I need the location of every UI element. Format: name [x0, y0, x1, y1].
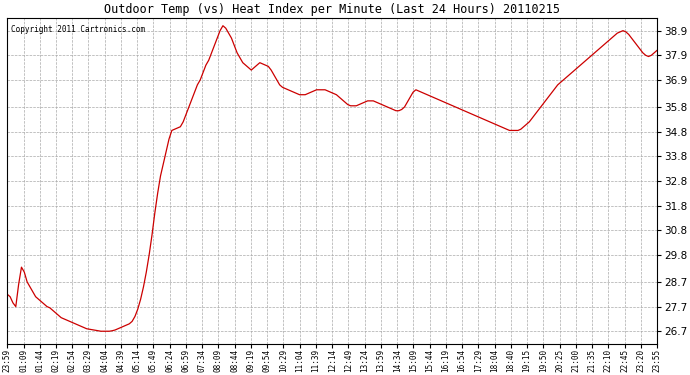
Title: Outdoor Temp (vs) Heat Index per Minute (Last 24 Hours) 20110215: Outdoor Temp (vs) Heat Index per Minute …	[104, 3, 560, 16]
Text: Copyright 2011 Cartronics.com: Copyright 2011 Cartronics.com	[10, 25, 145, 34]
